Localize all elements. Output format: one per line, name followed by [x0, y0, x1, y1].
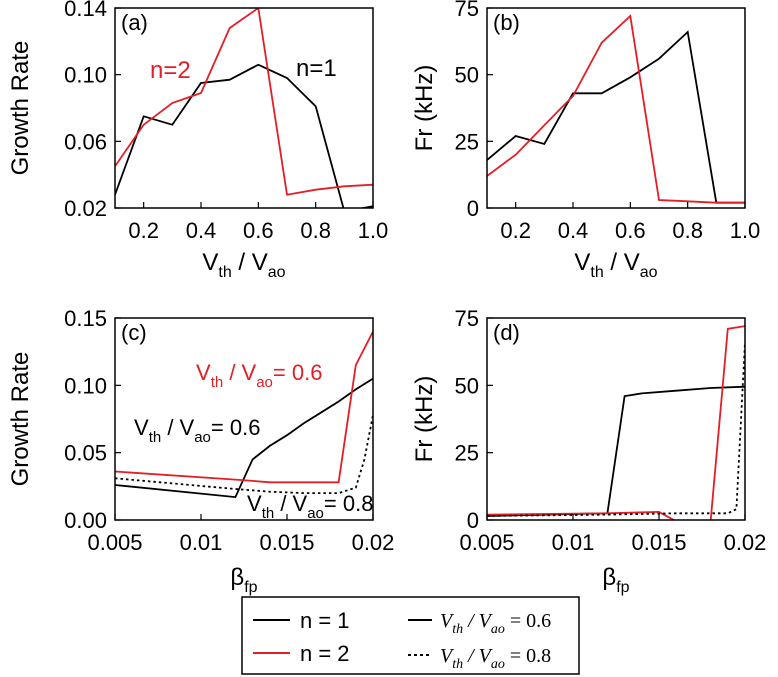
- x-tick-label: 0.6: [243, 218, 274, 243]
- series-line-3: [487, 342, 745, 517]
- y-tick-label: 0: [467, 508, 479, 533]
- x-axis-label: βfp: [230, 564, 257, 596]
- y-tick-label: 0.10: [64, 63, 107, 88]
- annotation-n1: n=1: [296, 55, 337, 82]
- panel-d: 0.005 0.01 0.015 0.02 0 25 50 75 (d) Fr (kHz) βfp: [411, 306, 766, 596]
- x-axis-label: Vth / Vao: [202, 249, 285, 281]
- x-tick-label: 0.4: [186, 218, 217, 243]
- x-tick-label: 0.8: [672, 218, 703, 243]
- x-tick-label: 0.015: [259, 530, 314, 555]
- y-axis-label: Growth Rate: [7, 352, 34, 487]
- annotation-n2: n=2: [150, 57, 191, 84]
- series-line-2: [115, 331, 373, 484]
- x-tick-label: 0.2: [128, 218, 159, 243]
- axes-frame: [114, 317, 374, 521]
- annotation-red-ratio-06: Vth / Vao= 0.6: [196, 360, 322, 391]
- legend-label-n2: n = 2: [300, 641, 350, 666]
- y-axis-label: Growth Rate: [7, 41, 34, 176]
- x-axis-label: βfp: [602, 564, 629, 596]
- x-tick-label: 0.005: [459, 530, 514, 555]
- x-tick-label: 0.015: [631, 530, 686, 555]
- y-tick-label: 50: [455, 373, 479, 398]
- panel-c: 0.005 0.01 0.015 0.02 0.00 0.05 0.10 0.15 (c) Gro…: [7, 306, 394, 596]
- y-tick-label: 0.10: [64, 373, 107, 398]
- y-tick-label: 0: [467, 196, 479, 221]
- panel-label: (a): [121, 10, 148, 35]
- y-tick-label: 0.02: [64, 196, 107, 221]
- y-tick-label: 0.14: [64, 0, 107, 21]
- x-tick-label: 0.2: [500, 218, 531, 243]
- x-tick-label: 0.6: [615, 218, 646, 243]
- legend-box: [241, 596, 580, 675]
- x-tick-label: 0.01: [180, 530, 223, 555]
- legend-label-n1: n = 1: [300, 608, 350, 633]
- series-line-1: [487, 30, 745, 204]
- series-line-2: [487, 14, 745, 204]
- y-tick-label: 0.05: [64, 441, 107, 466]
- panel-a: 0.2 0.4 0.6 0.8 1.0 0.02 0.06 0.10 0.14 (a) Growth…: [7, 0, 388, 281]
- annotation-black-ratio-08: Vth / Vao= 0.8: [247, 491, 373, 522]
- y-tick-label: 0.15: [64, 306, 107, 331]
- panel-label: (d): [493, 320, 520, 345]
- x-tick-label: 0.02: [352, 530, 395, 555]
- x-axis-label: Vth / Vao: [574, 249, 657, 281]
- y-tick-label: 25: [455, 441, 479, 466]
- series-line-2: [487, 325, 745, 520]
- y-axis-label: Fr (kHz): [411, 376, 438, 463]
- x-tick-label: 0.4: [558, 218, 589, 243]
- annotation-black-ratio-06: Vth / Vao= 0.6: [134, 415, 260, 446]
- legend: n = 1 n = 2 Vth / Vao = 0.6 Vth / Vao = …: [241, 596, 580, 675]
- y-tick-label: 0.06: [64, 129, 107, 154]
- y-tick-label: 25: [455, 129, 479, 154]
- y-axis-label: Fr (kHz): [411, 65, 438, 152]
- axes-frame: [486, 7, 746, 209]
- x-tick-label: 0.005: [87, 530, 142, 555]
- x-tick-label: 1.0: [730, 218, 761, 243]
- series-line-1: [487, 385, 745, 517]
- panel-label: (c): [121, 320, 147, 345]
- y-tick-label: 75: [455, 306, 479, 331]
- series-line-1: [115, 377, 373, 499]
- x-tick-label: 1.0: [358, 218, 389, 243]
- panel-b: 0.2 0.4 0.6 0.8 1.0 0 25 50 75 (b) Fr (kHz) Vth / V…: [411, 0, 760, 281]
- series-line-1: [115, 63, 373, 208]
- x-tick-label: 0.8: [300, 218, 331, 243]
- axes-frame: [486, 317, 746, 521]
- axes-frame: [114, 7, 374, 209]
- y-tick-label: 0.00: [64, 508, 107, 533]
- panel-label: (b): [493, 10, 520, 35]
- series-line-3: [115, 414, 373, 495]
- y-tick-label: 50: [455, 63, 479, 88]
- x-tick-label: 0.01: [552, 530, 595, 555]
- x-tick-label: 0.02: [724, 530, 767, 555]
- series-line-2: [115, 8, 373, 196]
- y-tick-label: 75: [455, 0, 479, 21]
